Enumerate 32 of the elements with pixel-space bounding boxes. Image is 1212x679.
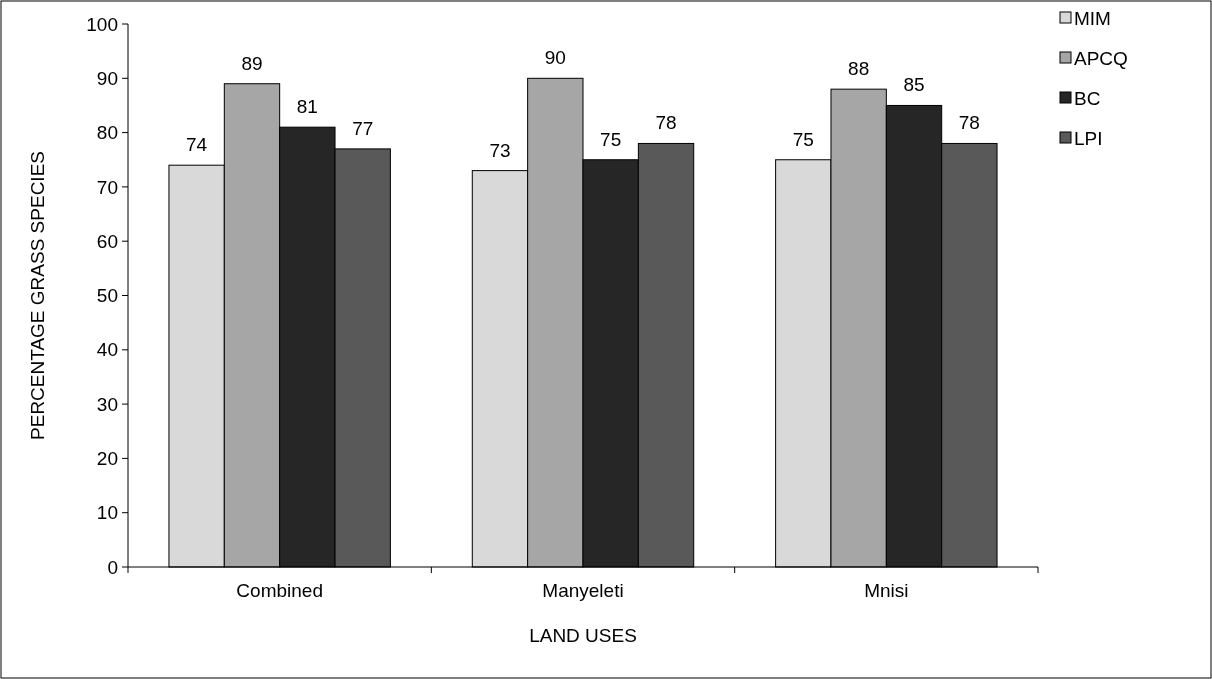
y-tick-label: 50: [96, 285, 118, 307]
data-label: 78: [655, 112, 677, 134]
data-label: 85: [903, 74, 925, 96]
y-tick-label: 70: [96, 176, 118, 198]
legend-label: LPI: [1074, 127, 1103, 149]
y-tick-label: 90: [96, 67, 118, 89]
data-label: 78: [958, 112, 980, 134]
legend-label: MIM: [1074, 7, 1111, 29]
y-tick-label: 100: [86, 13, 118, 35]
y-tick-label: 80: [96, 122, 118, 144]
legend-label: APCQ: [1074, 47, 1128, 69]
legend-label: BC: [1074, 87, 1101, 109]
data-label: 81: [296, 96, 318, 118]
y-axis-title: PERCENTAGE GRASS SPECIES: [27, 151, 48, 440]
data-label: 77: [352, 117, 374, 139]
data-label: 90: [544, 47, 566, 69]
data-label: 88: [848, 58, 870, 80]
x-tick-label: Manyeleti: [542, 580, 624, 601]
x-axis-title: LAND USES: [529, 625, 637, 646]
data-label: 73: [489, 139, 511, 161]
y-tick-label: 10: [96, 502, 118, 524]
data-label: 74: [186, 134, 208, 156]
y-tick-label: 60: [96, 230, 118, 252]
y-tick-label: 0: [107, 556, 118, 578]
y-tick-label: 20: [96, 448, 118, 470]
x-tick-label: Mnisi: [864, 580, 909, 601]
y-tick-label: 40: [96, 339, 118, 361]
y-tick-label: 30: [96, 393, 118, 415]
x-tick-label: Combined: [236, 580, 323, 601]
data-label: 75: [792, 128, 814, 150]
data-label: 89: [241, 52, 263, 74]
data-label: 75: [600, 128, 622, 150]
